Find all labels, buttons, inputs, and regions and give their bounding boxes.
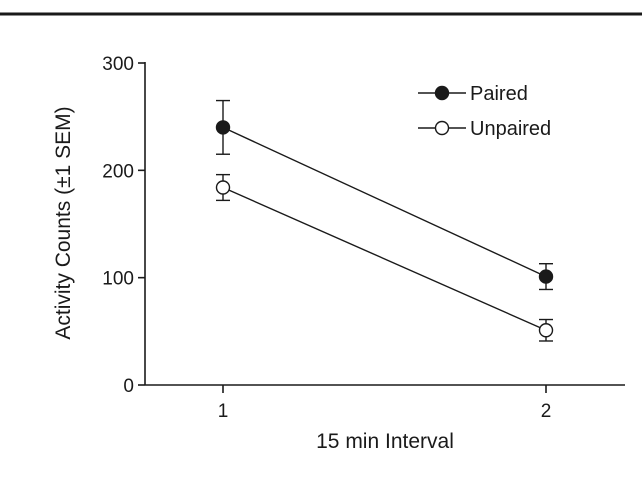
- axes: 0 100 200 300 1 2: [102, 54, 625, 422]
- legend-item-unpaired: Unpaired: [418, 118, 551, 140]
- y-tick-label-2: 200: [102, 161, 134, 182]
- point-0-0: [215, 120, 231, 135]
- legend-marker-0: [434, 85, 450, 101]
- series-paired: [215, 99, 554, 291]
- series-layer: [215, 99, 554, 342]
- point-0-1: [538, 269, 554, 284]
- series-line-1: [222, 186, 547, 331]
- legend-label-1: Unpaired: [470, 118, 551, 140]
- x-axis-title: 15 min Interval: [316, 430, 454, 453]
- y-tick-label-0: 0: [123, 376, 134, 397]
- legend: Paired Unpaired: [418, 83, 551, 140]
- x-tick-label-0: 1: [218, 401, 229, 422]
- legend-marker-1: [434, 120, 450, 136]
- y-axis-title: Activity Counts (±1 SEM): [52, 106, 75, 339]
- series-line-0: [222, 126, 547, 278]
- point-1-0: [215, 180, 231, 195]
- series-unpaired: [215, 173, 554, 342]
- y-tick-label-1: 100: [102, 269, 134, 290]
- point-1-1: [538, 323, 554, 338]
- x-tick-label-1: 2: [541, 401, 552, 422]
- y-tick-label-3: 300: [102, 54, 134, 75]
- plot-area: 0 100 200 300 1 2: [102, 54, 625, 422]
- legend-label-0: Paired: [470, 83, 528, 105]
- legend-item-paired: Paired: [418, 83, 528, 105]
